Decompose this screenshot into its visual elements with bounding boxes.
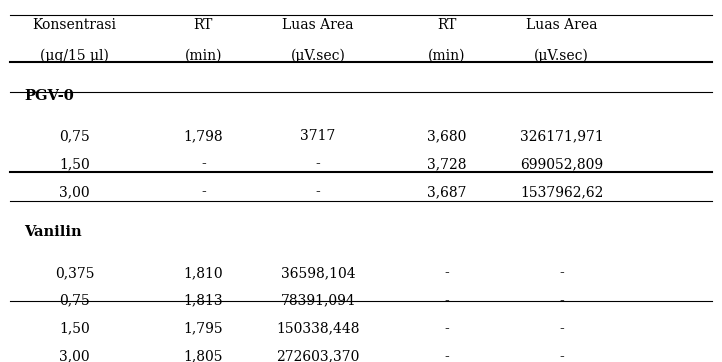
Text: 1,798: 1,798 <box>183 129 223 143</box>
Text: 699052,809: 699052,809 <box>520 157 603 171</box>
Text: -: - <box>201 185 206 199</box>
Text: 150338,448: 150338,448 <box>277 322 360 336</box>
Text: 0,75: 0,75 <box>59 294 90 308</box>
Text: -: - <box>445 350 449 362</box>
Text: -: - <box>560 322 564 336</box>
Text: 1537962,62: 1537962,62 <box>520 185 604 199</box>
Text: 3,00: 3,00 <box>59 185 90 199</box>
Text: 272603,370: 272603,370 <box>277 350 360 362</box>
Text: 3,728: 3,728 <box>427 157 466 171</box>
Text: Luas Area: Luas Area <box>282 17 354 31</box>
Text: 1,795: 1,795 <box>183 322 223 336</box>
Text: RT: RT <box>193 17 213 31</box>
Text: 36598,104: 36598,104 <box>281 266 355 280</box>
Text: -: - <box>316 157 321 171</box>
Text: 326171,971: 326171,971 <box>520 129 604 143</box>
Text: 3,687: 3,687 <box>427 185 466 199</box>
Text: (μg/15 μl): (μg/15 μl) <box>40 49 109 63</box>
Text: (μV.sec): (μV.sec) <box>290 49 345 63</box>
Text: (μV.sec): (μV.sec) <box>534 49 589 63</box>
Text: (min): (min) <box>185 49 222 63</box>
Text: -: - <box>316 185 321 199</box>
Text: 1,50: 1,50 <box>59 157 90 171</box>
Text: -: - <box>560 350 564 362</box>
Text: -: - <box>445 266 449 280</box>
Text: 3,680: 3,680 <box>427 129 466 143</box>
Text: 0,375: 0,375 <box>55 266 94 280</box>
Text: -: - <box>560 266 564 280</box>
Text: Luas Area: Luas Area <box>526 17 597 31</box>
Text: -: - <box>560 294 564 308</box>
Text: 1,805: 1,805 <box>183 350 223 362</box>
Text: 78391,094: 78391,094 <box>281 294 355 308</box>
Text: Konsentrasi: Konsentrasi <box>32 17 116 31</box>
Text: 0,75: 0,75 <box>59 129 90 143</box>
Text: 3717: 3717 <box>300 129 336 143</box>
Text: -: - <box>445 322 449 336</box>
Text: 3,00: 3,00 <box>59 350 90 362</box>
Text: Vanilin: Vanilin <box>25 226 82 240</box>
Text: 1,810: 1,810 <box>183 266 223 280</box>
Text: (min): (min) <box>428 49 466 63</box>
Text: -: - <box>445 294 449 308</box>
Text: -: - <box>201 157 206 171</box>
Text: PGV-0: PGV-0 <box>25 89 74 103</box>
Text: 1,813: 1,813 <box>183 294 223 308</box>
Text: 1,50: 1,50 <box>59 322 90 336</box>
Text: RT: RT <box>438 17 456 31</box>
